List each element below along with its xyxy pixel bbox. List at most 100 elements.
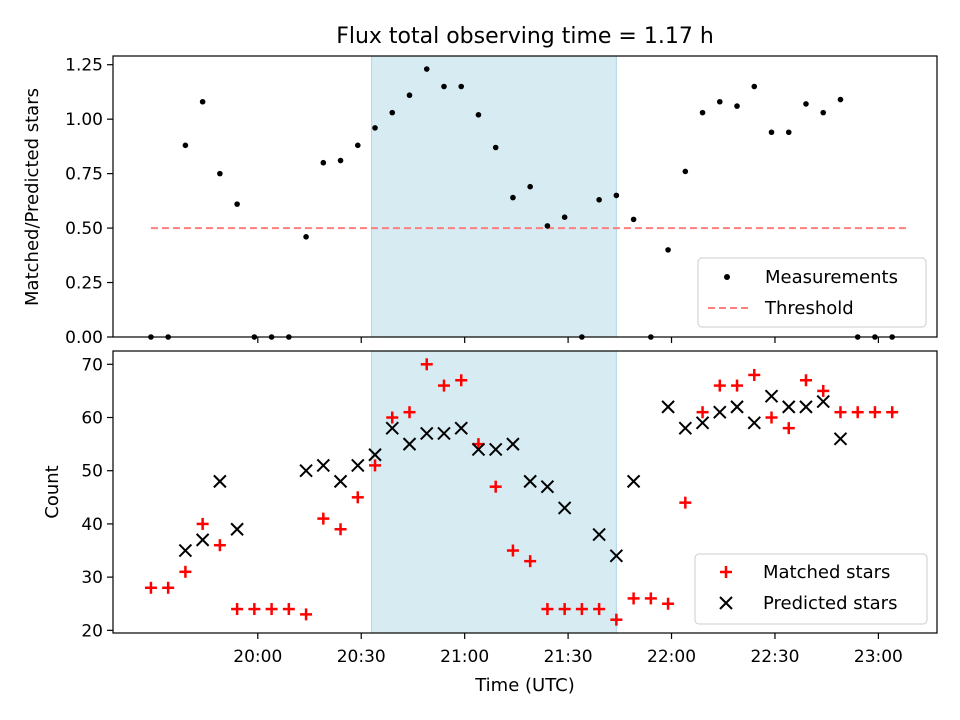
matched-star-point [644, 592, 657, 605]
matched-star-point [886, 406, 899, 419]
matched-star-point [731, 379, 744, 392]
bot-shaded-span [371, 350, 617, 634]
matched-star-point [575, 603, 588, 616]
matched-star-point [799, 374, 812, 387]
predicted-star-point [402, 437, 417, 451]
matched-star-point [317, 512, 330, 525]
bot-y-tick-label: 40 [81, 515, 103, 535]
bot-y-tick-label: 70 [81, 355, 103, 375]
matched-star-point [231, 603, 244, 616]
measurement-point [682, 168, 689, 175]
measurement-point [423, 66, 430, 72]
x-tick-label: 22:00 [647, 647, 696, 667]
bot-y-tick-label: 30 [81, 568, 103, 588]
matched-star-point [489, 480, 502, 493]
predicted-star-point [385, 421, 399, 435]
x-tick-label: 21:00 [440, 647, 489, 667]
measurement-point [837, 96, 844, 103]
matched-star-point [817, 384, 830, 397]
predicted-star-point [488, 442, 503, 457]
predicted-star-point [592, 527, 606, 542]
measurement-point [544, 223, 551, 229]
matched-star-point [610, 613, 623, 626]
matched-star-point [265, 603, 278, 616]
predicted-star-point [437, 426, 451, 441]
predicted-star-point [816, 394, 830, 409]
bot-y-tick-label: 50 [81, 462, 103, 482]
predicted-star-point [178, 543, 193, 558]
top-shaded-span [371, 55, 617, 338]
predicted-star-point [747, 416, 761, 430]
matched-star-point [696, 406, 709, 419]
predicted-star-point [661, 400, 675, 414]
top-y-tick-label: 1.00 [65, 110, 103, 130]
top-y-tick-label: 0.50 [65, 219, 103, 239]
measurement-point [820, 109, 827, 116]
measurements-legend-label: Measurements [765, 267, 898, 288]
predicted-star-point [299, 464, 313, 478]
predicted-star-point [782, 400, 796, 414]
measurement-point [492, 144, 499, 151]
top-panel-frame [112, 55, 938, 338]
matched-star-point [403, 406, 416, 419]
predicted-star-point [713, 405, 727, 419]
measurement-point [406, 92, 413, 99]
predicted-star-point [230, 522, 244, 536]
x-tick-label: 22:30 [750, 647, 799, 667]
measurement-point [182, 142, 189, 149]
bottom-panel: 20 30 40 50 60 70 20:00 20:30 21:00 21:30 22:00 22… [42, 350, 938, 696]
predicted-star-point [316, 458, 331, 473]
bottom-legend: Matched stars Predicted stars [694, 553, 928, 625]
measurement-point [630, 216, 637, 223]
matched-star-point [196, 517, 209, 530]
predicted-star-point [454, 421, 468, 435]
matched-star-point [437, 379, 450, 392]
matched-star-point [369, 459, 382, 472]
matched-star-point [179, 565, 192, 578]
predicted-star-point [506, 437, 520, 451]
measurement-point [234, 201, 240, 207]
matched-stars-legend-label: Matched stars [763, 562, 890, 583]
predicted-star-point [333, 474, 348, 489]
bot-y-tick-label: 20 [81, 621, 103, 641]
bottom-panel-frame [112, 350, 938, 634]
predicted-star-point [195, 533, 210, 547]
top-y-tick-label: 0.00 [65, 328, 103, 348]
matched-star-point [334, 523, 347, 536]
measurement-point [613, 192, 620, 199]
measurement-point [372, 125, 378, 131]
measurement-point [320, 159, 327, 166]
predicted-stars-legend-marker [719, 596, 733, 610]
measurement-point [475, 112, 482, 118]
matched-star-point [506, 544, 519, 557]
matched-star-point [524, 555, 537, 568]
top-y-axis-label: Matched/Predicted stars [22, 88, 43, 306]
predicted-star-point [764, 389, 779, 403]
bot-y-tick-label: 60 [81, 409, 103, 429]
measurement-point [199, 98, 206, 105]
measurement-point [303, 233, 309, 240]
measurement-point [510, 194, 516, 201]
predicted-star-point [523, 474, 537, 489]
matched-stars-legend-marker [720, 566, 732, 578]
top-panel: 0.00 0.25 0.50 0.75 1.00 1.25 Matched/Predict… [22, 55, 938, 348]
predicted-star-point [799, 400, 813, 414]
measurement-point [217, 170, 223, 177]
matched-star-point [144, 581, 157, 594]
predicted-star-point [730, 400, 744, 414]
predicted-star-point [540, 479, 555, 494]
predicted-star-point [368, 448, 382, 462]
matched-star-point [834, 406, 847, 419]
measurement-point [785, 129, 792, 136]
predicted-star-point [471, 442, 486, 457]
predicted-star-point [626, 474, 641, 489]
measurements-legend-marker [724, 274, 730, 280]
matched-star-point [351, 491, 364, 504]
predicted-star-point [678, 421, 693, 435]
x-axis-label: Time (UTC) [474, 675, 575, 696]
matched-star-point [765, 411, 778, 424]
bottom-legend-box [694, 553, 928, 625]
measurement-point [734, 103, 740, 109]
measurement-point [389, 109, 396, 116]
top-y-tick-label: 0.25 [65, 274, 103, 294]
